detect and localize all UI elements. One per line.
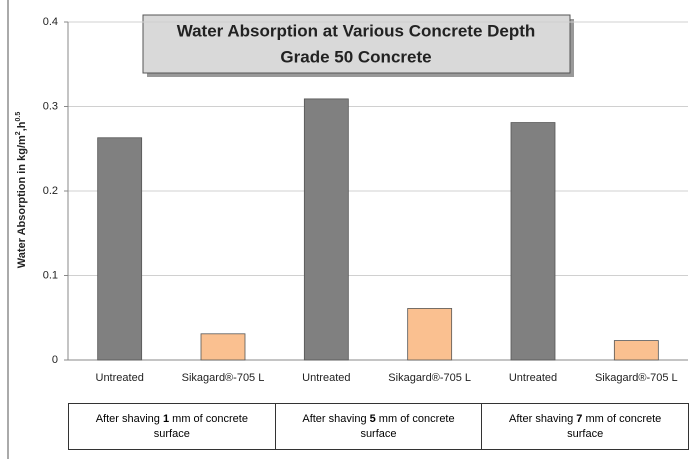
x-tick-label: Untreated <box>509 372 557 384</box>
y-label-part: ,h <box>16 121 28 131</box>
y-tick-label: 0.1 <box>43 269 58 281</box>
group-label: After shaving 5 mm of concrete surface <box>274 403 483 450</box>
group-text-part: mm of concrete surface <box>360 412 455 440</box>
y-tick-label: 0.4 <box>43 16 58 28</box>
y-tick-label: 0.3 <box>43 100 58 112</box>
group-text: After shaving 1 mm of concrete surface <box>79 412 265 442</box>
group-text: After shaving 7 mm of concrete surface <box>492 412 678 442</box>
group-text: After shaving 5 mm of concrete surface <box>286 412 472 442</box>
x-tick-label: Untreated <box>96 372 144 384</box>
group-text-part: After shaving <box>509 412 577 425</box>
group-text-part: mm of concrete surface <box>153 412 248 440</box>
bar <box>510 122 556 361</box>
group-text-part: 7 <box>576 412 583 425</box>
chart-title: Grade 50 Concrete <box>280 47 431 66</box>
y-tick-label: 0 <box>52 354 58 366</box>
bar <box>407 308 453 361</box>
bar <box>97 137 143 361</box>
x-tick-label: Sikagard®-705 L <box>182 372 265 384</box>
group-text-part: mm of concrete surface <box>567 412 662 440</box>
group-label: After shaving 7 mm of concrete surface <box>481 403 689 450</box>
group-text-part: After shaving <box>95 412 163 425</box>
group-label: After shaving 1 mm of concrete surface <box>68 403 276 450</box>
x-tick-label: Sikagard®-705 L <box>595 372 678 384</box>
y-tick-label: 0.2 <box>43 185 58 197</box>
group-text-part: 5 <box>369 412 376 425</box>
y-label-part: Water Absorption in kg/m <box>16 135 28 268</box>
chart-title: Water Absorption at Various Concrete Dep… <box>177 21 536 40</box>
y-label-part: 0.5 <box>15 112 22 122</box>
group-text-part: 1 <box>162 412 170 425</box>
x-tick-label: Untreated <box>302 372 350 384</box>
y-label-part: 2 <box>15 131 22 135</box>
x-tick-label: Sikagard®-705 L <box>388 372 471 384</box>
bar <box>613 340 659 361</box>
y-axis-label: Water Absorption in kg/m2,h0.5 <box>15 112 28 269</box>
bar <box>303 98 349 361</box>
group-text-part: After shaving <box>302 412 370 425</box>
title-box <box>142 14 571 74</box>
bar <box>200 333 246 361</box>
